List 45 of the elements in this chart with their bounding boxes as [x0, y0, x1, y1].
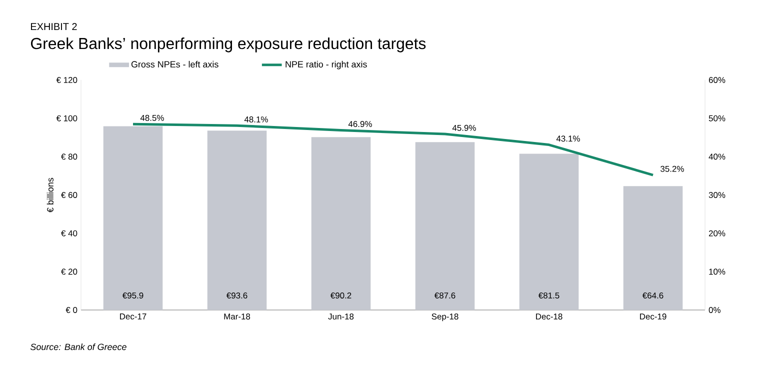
legend-label: NPE ratio - right axis — [286, 60, 367, 70]
y2-tick-label: 50% — [708, 115, 726, 122]
bar — [311, 137, 371, 310]
x-tick-label: Dec-18 — [536, 314, 562, 320]
y-tick-label: € 120 — [56, 77, 78, 83]
y-tick-label: € 60 — [61, 192, 78, 198]
data-label: 45.9% — [452, 124, 476, 131]
x-tick-label: Mar-18 — [224, 314, 250, 320]
bar — [519, 154, 579, 310]
y2-tick-label: 60% — [708, 77, 726, 83]
data-label: €87.6 — [434, 292, 456, 298]
y2-tick-label: 0% — [708, 307, 720, 313]
data-label: €90.2 — [330, 292, 352, 298]
y2-tick-label: 20% — [708, 230, 726, 236]
data-label: 48.1% — [244, 116, 268, 122]
y2-tick-label: 30% — [708, 192, 726, 198]
data-label: 46.9% — [348, 121, 372, 128]
legend-label: Gross NPEs - left axis — [131, 60, 218, 68]
y-tick-label: € 100 — [56, 115, 78, 122]
x-tick-label: Jun-18 — [328, 314, 354, 320]
y2-tick-label: 40% — [708, 154, 726, 160]
bar — [415, 142, 475, 310]
chart-title: Greek Banks’ nonperforming exposure reduction targets — [31, 37, 426, 52]
data-label: 43.1% — [556, 136, 580, 142]
data-label: 35.2% — [660, 166, 684, 172]
data-label: €64.6 — [642, 292, 664, 298]
bar — [623, 186, 683, 310]
y-tick-label: € 80 — [61, 154, 78, 160]
source-note: Source: Bank of Greece — [30, 344, 126, 350]
line-series — [132, 122, 654, 176]
y-tick-label: € 20 — [61, 268, 78, 275]
y2-tick-label: 10% — [709, 268, 726, 275]
data-label: 48.5% — [140, 114, 164, 121]
y-tick-label: € 0 — [66, 307, 78, 313]
text: EXHIBIT 2 — [31, 23, 77, 30]
bar — [103, 126, 163, 310]
y-axis-title: € billions — [46, 178, 54, 212]
y-tick-label: € 40 — [61, 230, 78, 236]
data-label: €93.6 — [226, 292, 248, 298]
x-tick-label: Sep-18 — [432, 314, 458, 322]
x-tick-label: Dec-19 — [640, 314, 666, 320]
data-label: €81.5 — [538, 292, 560, 298]
data-label: €95.9 — [122, 292, 144, 298]
x-tick-label: Dec-17 — [120, 314, 146, 320]
bar — [207, 130, 267, 310]
